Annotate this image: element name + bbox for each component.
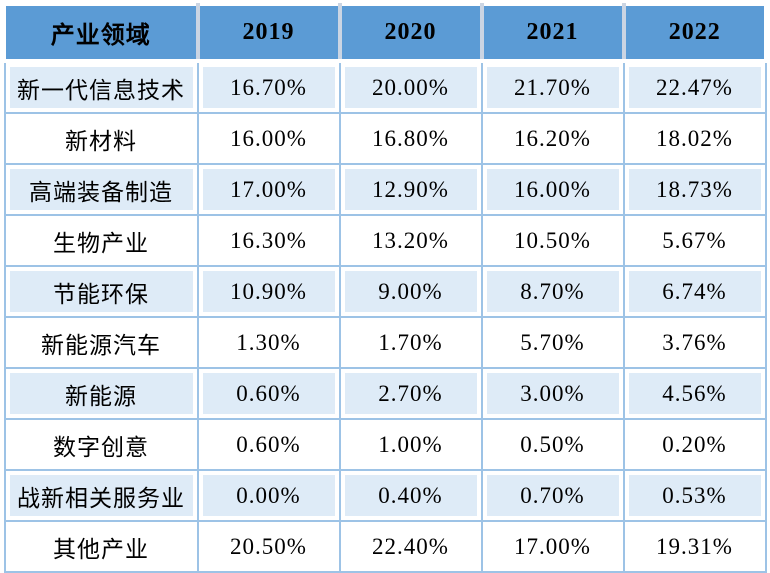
- cell-value: 0.60%: [196, 418, 341, 471]
- cell-value: 17.00%: [480, 520, 625, 573]
- row-label: 数字创意: [3, 418, 199, 471]
- row-label: 高端装备制造: [3, 163, 199, 216]
- cell-value: 1.30%: [196, 316, 341, 369]
- cell-value: 13.20%: [338, 214, 483, 267]
- column-header-2022: 2022: [621, 3, 767, 63]
- cell-value: 5.67%: [622, 214, 767, 267]
- row-label: 战新相关服务业: [3, 469, 199, 522]
- row-label: 新材料: [3, 112, 199, 165]
- cell-value: 4.56%: [622, 367, 767, 420]
- column-header-industry: 产业领域: [3, 3, 199, 63]
- cell-value: 16.00%: [196, 112, 341, 165]
- cell-value: 16.20%: [480, 112, 625, 165]
- column-header-2021: 2021: [479, 3, 625, 63]
- table-row-energy-saving: 节能环保 10.90% 9.00% 8.70% 6.74%: [3, 265, 767, 318]
- cell-value: 2.70%: [338, 367, 483, 420]
- cell-value: 3.76%: [622, 316, 767, 369]
- cell-value: 12.90%: [338, 163, 483, 216]
- cell-value: 0.40%: [338, 469, 483, 522]
- row-label: 新一代信息技术: [3, 60, 199, 114]
- table-row-next-gen-it: 新一代信息技术 16.70% 20.00% 21.70% 22.47%: [3, 60, 767, 114]
- cell-value: 18.02%: [622, 112, 767, 165]
- cell-value: 16.70%: [196, 60, 341, 114]
- cell-value: 6.74%: [622, 265, 767, 318]
- column-header-2019: 2019: [195, 3, 341, 63]
- industry-share-table: 产业领域 2019 2020 2021 2022 新一代信息技术 16.70% …: [3, 3, 767, 573]
- cell-value: 16.30%: [196, 214, 341, 267]
- cell-value: 9.00%: [338, 265, 483, 318]
- table-row-high-end-equipment: 高端装备制造 17.00% 12.90% 16.00% 18.73%: [3, 163, 767, 216]
- table-row-nev: 新能源汽车 1.30% 1.70% 5.70% 3.76%: [3, 316, 767, 369]
- cell-value: 0.50%: [480, 418, 625, 471]
- cell-value: 3.00%: [480, 367, 625, 420]
- cell-value: 8.70%: [480, 265, 625, 318]
- cell-value: 0.60%: [196, 367, 341, 420]
- cell-value: 16.00%: [480, 163, 625, 216]
- row-label: 新能源: [3, 367, 199, 420]
- row-label: 节能环保: [3, 265, 199, 318]
- table-row-new-energy: 新能源 0.60% 2.70% 3.00% 4.56%: [3, 367, 767, 420]
- cell-value: 5.70%: [480, 316, 625, 369]
- table-row-new-materials: 新材料 16.00% 16.80% 16.20% 18.02%: [3, 112, 767, 165]
- cell-value: 1.00%: [338, 418, 483, 471]
- table-row-other-industries: 其他产业 20.50% 22.40% 17.00% 19.31%: [3, 520, 767, 573]
- cell-value: 1.70%: [338, 316, 483, 369]
- cell-value: 22.47%: [622, 60, 767, 114]
- cell-value: 0.53%: [622, 469, 767, 522]
- cell-value: 0.70%: [480, 469, 625, 522]
- table-row-strategic-services: 战新相关服务业 0.00% 0.40% 0.70% 0.53%: [3, 469, 767, 522]
- cell-value: 19.31%: [622, 520, 767, 573]
- cell-value: 10.90%: [196, 265, 341, 318]
- cell-value: 18.73%: [622, 163, 767, 216]
- column-header-2020: 2020: [337, 3, 483, 63]
- cell-value: 22.40%: [338, 520, 483, 573]
- row-label: 新能源汽车: [3, 316, 199, 369]
- cell-value: 16.80%: [338, 112, 483, 165]
- cell-value: 20.50%: [196, 520, 341, 573]
- cell-value: 0.00%: [196, 469, 341, 522]
- table-row-digital-creative: 数字创意 0.60% 1.00% 0.50% 0.20%: [3, 418, 767, 471]
- cell-value: 10.50%: [480, 214, 625, 267]
- header-row: 产业领域 2019 2020 2021 2022: [3, 3, 767, 63]
- cell-value: 21.70%: [480, 60, 625, 114]
- cell-value: 17.00%: [196, 163, 341, 216]
- row-label: 其他产业: [3, 520, 199, 573]
- cell-value: 0.20%: [622, 418, 767, 471]
- cell-value: 20.00%: [338, 60, 483, 114]
- row-label: 生物产业: [3, 214, 199, 267]
- table-row-bio-industry: 生物产业 16.30% 13.20% 10.50% 5.67%: [3, 214, 767, 267]
